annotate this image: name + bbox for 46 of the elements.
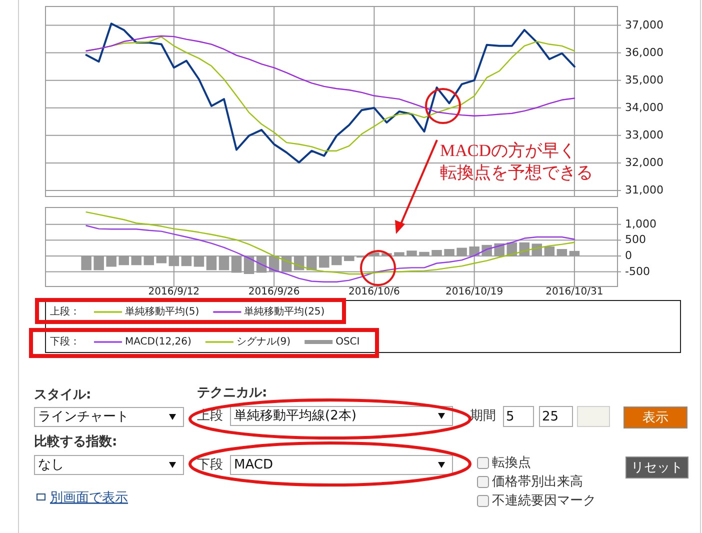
legend-label: 単純移動平均(25) <box>244 306 325 318</box>
y-tick-label: 32,000 <box>625 156 664 169</box>
x-tick-label: 2016/10/31 <box>546 286 604 298</box>
text: 単純移動平均線(2本) <box>234 408 356 424</box>
text: 別画面で表示 <box>50 490 128 506</box>
x-tick-label: 2016/9/26 <box>248 286 300 298</box>
text: 25 <box>542 410 559 425</box>
text: 転換点 <box>492 456 531 471</box>
y-tick-label: 35,000 <box>625 73 664 86</box>
text: テクニカル: <box>197 386 268 401</box>
y-tick-label: 36,000 <box>625 46 664 59</box>
x-tick-label: 2016/10/19 <box>445 286 504 298</box>
line-series <box>86 225 576 282</box>
y-tick-label: 33,000 <box>625 128 664 142</box>
y-tick-label: 34,000 <box>625 100 664 114</box>
annotation: 転換点を予想できる <box>440 162 593 182</box>
text: リセット <box>631 460 683 476</box>
y-tick-label: 37,000 <box>625 18 664 32</box>
x-tick-label: 2016/9/12 <box>148 286 200 298</box>
y-tick-label: 500 <box>625 233 646 246</box>
x-tick-label: 2016/10/6 <box>348 286 400 298</box>
text: 下段 <box>197 458 223 473</box>
text: MACD <box>234 458 273 473</box>
legend-label: シグナル(9) <box>236 336 291 348</box>
text: 表示 <box>642 410 668 426</box>
legend-label: MACD(12,26) <box>125 336 192 348</box>
text: 不連続要因マーク <box>492 494 596 509</box>
line-series <box>85 22 576 164</box>
text: 5 <box>506 410 514 425</box>
annotation: MACDの方が早く <box>440 140 576 160</box>
line-series <box>86 211 576 275</box>
y-tick-label: -500 <box>625 264 650 278</box>
y-tick-label: 0 <box>625 248 632 262</box>
text: 価格帯別出来高 <box>492 474 583 490</box>
line-series <box>86 35 576 116</box>
legend-title: 下段： <box>50 336 80 348</box>
text: ラインチャート <box>38 410 129 425</box>
text: スタイル: <box>34 388 92 403</box>
text: なし <box>38 458 64 473</box>
text: 比較する指数: <box>34 434 118 450</box>
legend-label: OSCI <box>336 336 360 348</box>
text: 期間 <box>470 408 496 424</box>
y-tick-label: 1,000 <box>625 217 656 230</box>
legend-title: 上段： <box>50 306 80 318</box>
y-tick-label: 31,000 <box>625 183 664 197</box>
legend-label: 単純移動平均(5) <box>125 306 200 318</box>
